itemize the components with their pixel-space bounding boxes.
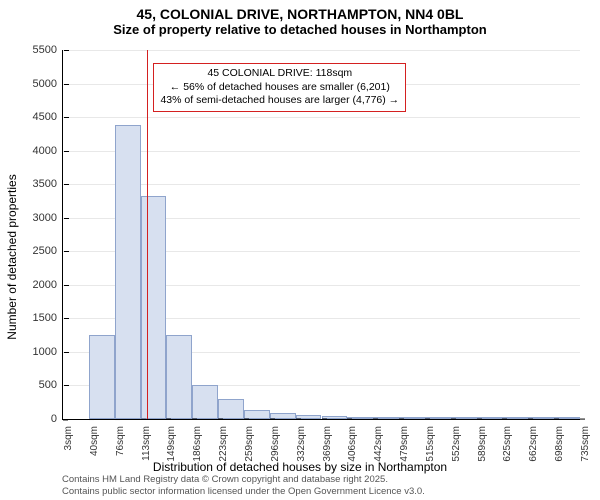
- histogram-bar: [244, 410, 270, 419]
- chart-container: 0500100015002000250030003500400045005000…: [62, 50, 580, 420]
- annotation-box: 45 COLONIAL DRIVE: 118sqm← 56% of detach…: [153, 63, 406, 112]
- x-axis-label: Distribution of detached houses by size …: [153, 460, 447, 474]
- histogram-bar: [192, 385, 218, 419]
- y-tick: 1000: [33, 346, 63, 358]
- y-tick: 5500: [33, 44, 63, 56]
- footer-line-1: Contains HM Land Registry data © Crown c…: [62, 474, 425, 486]
- x-tick: 332sqm: [296, 419, 307, 462]
- annotation-line: 43% of semi-detached houses are larger (…: [160, 94, 399, 108]
- grid-line: [63, 50, 580, 51]
- x-tick: 186sqm: [192, 419, 203, 462]
- y-tick: 3000: [33, 212, 63, 224]
- annotation-line: ← 56% of detached houses are smaller (6,…: [160, 81, 399, 95]
- x-tick: 223sqm: [218, 419, 229, 462]
- x-tick: 369sqm: [322, 419, 333, 462]
- x-tick: 479sqm: [399, 419, 410, 462]
- x-tick: 259sqm: [244, 419, 255, 462]
- annotation-line: 45 COLONIAL DRIVE: 118sqm: [160, 67, 399, 81]
- y-tick: 3500: [33, 178, 63, 190]
- y-tick: 0: [51, 413, 63, 425]
- histogram-bar: [115, 125, 141, 419]
- x-tick: 296sqm: [270, 419, 281, 462]
- x-tick: 589sqm: [477, 419, 488, 462]
- reference-line: [147, 50, 149, 419]
- histogram-bar: [141, 196, 167, 419]
- grid-line: [63, 151, 580, 152]
- x-tick: 40sqm: [89, 419, 100, 456]
- x-tick: 3sqm: [63, 419, 74, 450]
- y-tick: 2000: [33, 279, 63, 291]
- plot-area: 0500100015002000250030003500400045005000…: [62, 50, 580, 420]
- x-tick: 698sqm: [554, 419, 565, 462]
- y-tick: 4500: [33, 111, 63, 123]
- y-tick: 5000: [33, 78, 63, 90]
- title-block: 45, COLONIAL DRIVE, NORTHAMPTON, NN4 0BL…: [0, 0, 600, 37]
- y-tick: 500: [39, 379, 63, 391]
- y-tick: 1500: [33, 312, 63, 324]
- chart-subtitle: Size of property relative to detached ho…: [0, 22, 600, 37]
- x-tick: 113sqm: [141, 419, 152, 461]
- x-tick: 76sqm: [115, 419, 126, 456]
- grid-line: [63, 117, 580, 118]
- footer: Contains HM Land Registry data © Crown c…: [62, 474, 425, 498]
- x-tick: 406sqm: [347, 419, 358, 462]
- x-tick: 149sqm: [166, 419, 177, 462]
- x-tick: 625sqm: [502, 419, 513, 462]
- histogram-bar: [166, 335, 192, 419]
- y-tick: 4000: [33, 145, 63, 157]
- x-tick: 515sqm: [425, 419, 436, 462]
- y-tick: 2500: [33, 245, 63, 257]
- x-tick: 662sqm: [528, 419, 539, 462]
- grid-line: [63, 184, 580, 185]
- chart-title: 45, COLONIAL DRIVE, NORTHAMPTON, NN4 0BL: [0, 6, 600, 22]
- histogram-bar: [218, 399, 244, 419]
- x-tick: 735sqm: [580, 419, 591, 462]
- x-tick: 442sqm: [373, 419, 384, 462]
- y-axis-label: Number of detached properties: [5, 174, 19, 339]
- histogram-bar: [89, 335, 115, 419]
- x-tick: 552sqm: [451, 419, 462, 462]
- footer-line-2: Contains public sector information licen…: [62, 486, 425, 498]
